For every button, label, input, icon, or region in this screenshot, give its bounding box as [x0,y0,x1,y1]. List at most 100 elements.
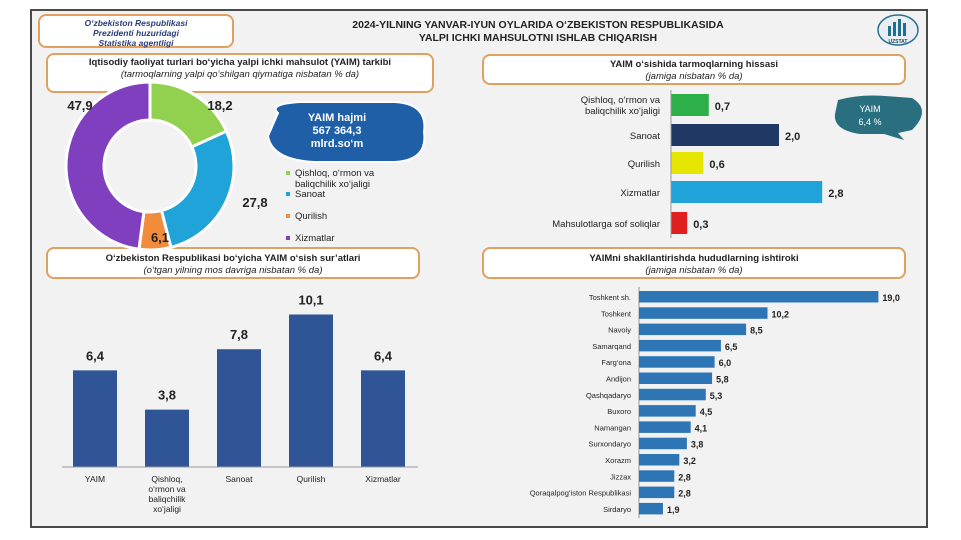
pie-chart: 18,2 27,8 6,1 47,9 [64,80,268,252]
contribution-bar [671,94,709,116]
pie-value-label: 47,9 [67,98,92,113]
region-bar [639,388,706,401]
region-category-label: Namangan [594,423,631,432]
pie-title: Iqtisodiy faoliyat turlari bo‘yicha yalp… [88,57,392,68]
region-value-label: 19,0 [882,293,900,303]
region-bar [639,486,675,499]
growth-value-label: 10,1 [298,292,323,307]
region-bar [639,437,687,450]
growth-panel-title: O‘zbekiston Respublikasi bo‘yicha YAIM o… [46,247,420,279]
contribution-bar [671,181,823,203]
region-value-label: 6,0 [719,358,732,368]
main-title-line-1: 2024-YILNING YANVAR-IYUN OYLARIDA O‘ZBEK… [352,19,724,31]
region-value-label: 10,2 [772,309,790,319]
legend-label: Qurilish [295,211,327,222]
region-category-label: Farg‘ona [601,358,631,367]
growth-category-label: o‘rmon va [148,484,186,494]
contribution-category-label: Qishloq, o‘rmon va [581,95,661,106]
yaim-growth-badge: YAIM 6,4 % [834,95,922,140]
pie-slice [159,129,236,250]
growth-bar [145,409,189,467]
region-bar [639,470,675,482]
region-value-label: 8,5 [750,326,763,336]
region-bar [639,372,713,384]
pie-legend: Qishloq, o‘rmon va baliqchilik xo‘jaligiS… [286,168,375,244]
growth-bar [289,314,333,467]
contribution-bar [671,152,704,174]
growth-value-label: 6,4 [86,348,105,363]
region-bar [639,356,715,368]
contribution-value-label: 0,6 [709,159,724,171]
legend-swatch [286,171,290,175]
region-bar [639,307,768,319]
pie-slice [64,80,152,251]
growth-bar [361,370,405,467]
region-category-label: Andijon [606,375,631,384]
region-category-label: Navoiy [608,326,631,335]
legend-label: Sanoat [295,189,325,200]
pie-panel-title: Iqtisodiy faoliyat turlari bo‘yicha yalp… [46,53,434,93]
gdp-volume-line-1: YAIM hajmi [308,112,366,124]
region-category-label: Qoraqalpog‘iston Respublikasi [530,489,632,498]
region-value-label: 2,8 [678,472,691,482]
region-bar [639,405,696,417]
region-category-label: Surxondaryo [588,440,631,449]
agency-line-3: Statistika agentligi [98,38,174,48]
growth-bar-chart: 6,4 3,8 7,8 10,1 6,4 YAIM Qishloq,o‘rmon vabal… [62,292,418,514]
contribution-title: YAIM o‘sishida tarmoqlarning hissasi [609,59,779,70]
contribution-bar [671,212,688,234]
region-category-label: Qashqadaryo [586,391,631,400]
contribution-category-label: Mahsulotlarga sof soliqlar [552,219,660,230]
pie-value-label: 18,2 [207,98,232,113]
yaim-badge-value: 6,4 % [858,117,881,127]
growth-subtitle: (o‘tgan yilning mos davriga nisbatan % d… [143,265,323,276]
region-bar [639,339,721,352]
growth-category-label: Qishloq, [151,474,182,484]
legend-label: Xizmatlar [295,233,335,244]
regions-title: YAIMni shakllantirishda hududlarning ish… [589,253,799,264]
region-value-label: 1,9 [667,505,680,515]
growth-category-label: Qurilish [297,474,326,484]
legend-swatch [286,236,290,240]
region-category-label: Xorazm [605,456,631,465]
regions-subtitle: (jamiga nisbatan % da) [645,265,743,276]
growth-category-label: baliqchilik [149,494,187,504]
yaim-badge-label: YAIM [859,104,880,114]
growth-bar [73,370,117,467]
regions-panel-title: YAIMni shakllantirishda hududlarning ish… [482,247,906,279]
legend-swatch [286,214,290,218]
gdp-volume-line-2: 567 364,3 [313,125,362,137]
contribution-category-label: Qurilish [628,159,660,170]
region-category-label: Buxoro [607,407,631,416]
contribution-category-label: Xizmatlar [620,188,660,199]
region-category-label: Sirdaryo [603,505,631,514]
region-value-label: 5,8 [716,375,729,385]
growth-bar [217,349,261,467]
region-value-label: 3,2 [683,456,696,466]
gdp-volume-line-3: mlrd.so‘m [311,138,364,150]
region-value-label: 4,5 [700,407,713,417]
region-bar [639,454,680,466]
contribution-bar [671,124,779,146]
growth-category-label: Sanoat [226,474,254,484]
agency-label: O‘zbekiston Respublikasi Prezidenti huzu… [38,14,234,48]
region-category-label: Toshkent sh. [589,293,631,302]
pie-value-label: 6,1 [151,230,169,245]
main-title: 2024-YILNING YANVAR-IYUN OYLARIDA O‘ZBEK… [258,19,818,45]
contribution-panel-title: YAIM o‘sishida tarmoqlarning hissasi (ja… [482,54,906,85]
region-category-label: Samarqand [592,342,631,351]
legend-label-line: baliqchilik xo‘jaligi [295,179,370,190]
contribution-category-label: baliqchilik xo‘jaligi [585,106,660,117]
region-category-label: Toshkent [601,309,632,318]
region-bar [639,323,747,336]
agency-line-2: Prezidenti huzuridagi [93,28,179,38]
region-category-label: Jizzax [610,472,631,481]
region-value-label: 4,1 [695,423,708,433]
logo-text: UZSTAT [889,39,908,45]
contribution-value-label: 0,3 [693,219,708,231]
region-bar [639,421,691,433]
region-value-label: 2,8 [678,489,691,499]
growth-value-label: 6,4 [374,348,393,363]
agency-line-1: O‘zbekiston Respublikasi [84,18,188,28]
